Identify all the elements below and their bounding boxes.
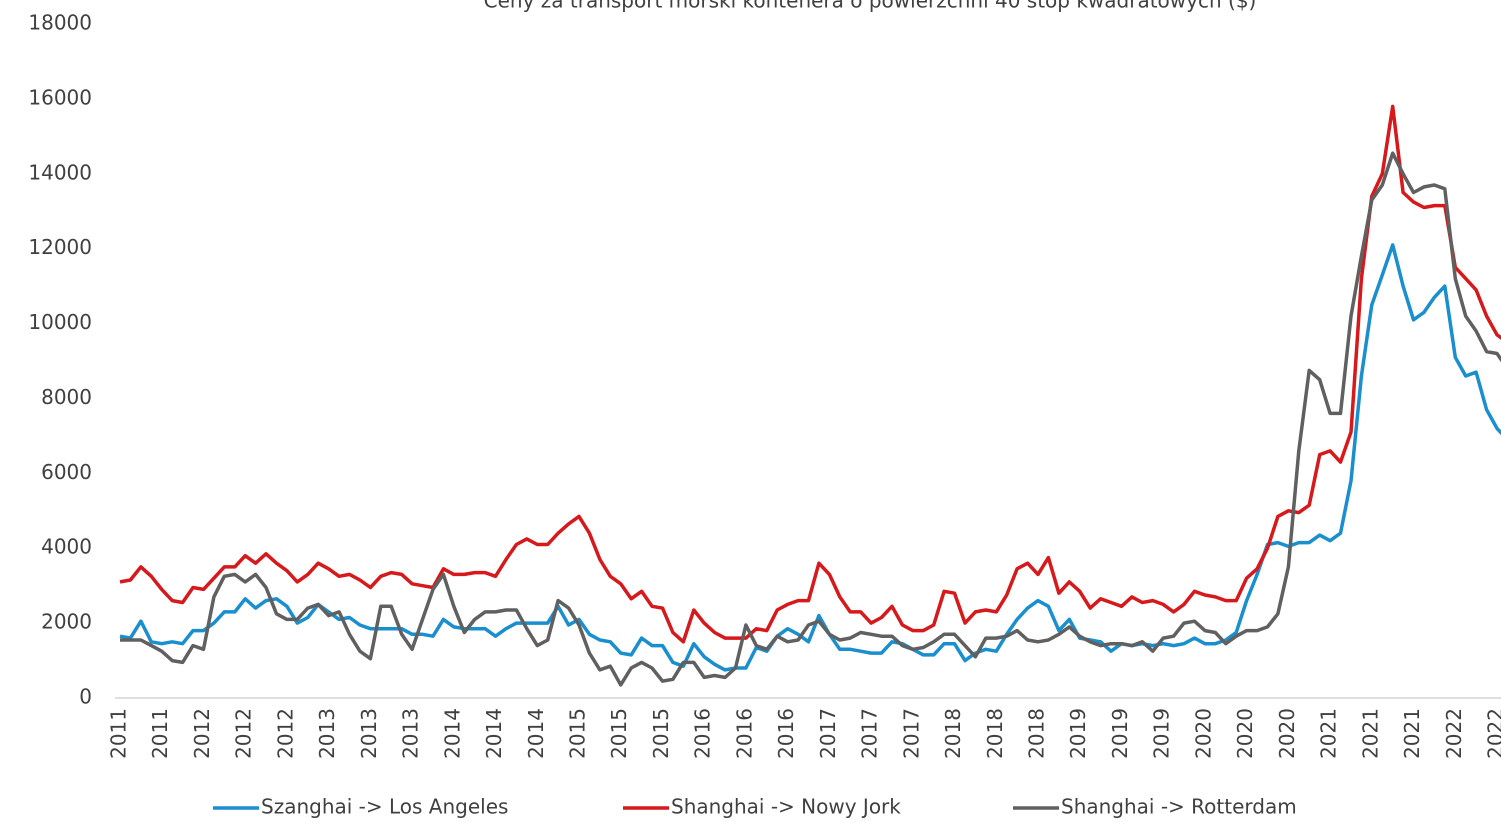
x-tick-label: 2018 <box>941 708 965 759</box>
x-tick-label: 2014 <box>524 708 548 759</box>
x-tick-label: 2018 <box>1025 708 1049 759</box>
x-tick-label: 2017 <box>858 708 882 759</box>
x-tick-label: 2016 <box>732 708 756 759</box>
series-line <box>119 243 1501 672</box>
x-tick-label: 2015 <box>566 708 590 759</box>
x-tick-label: 2016 <box>774 708 798 759</box>
chart-title: Ceny za transport morski kontenera o pow… <box>484 0 1257 13</box>
x-tick-label: 2014 <box>440 708 464 759</box>
x-tick-label: 2011 <box>148 708 172 759</box>
y-tick-label: 8000 <box>41 385 92 409</box>
y-tick-label: 10000 <box>28 310 92 334</box>
y-tick-label: 2000 <box>41 610 92 634</box>
x-tick-label: 2015 <box>649 708 673 759</box>
x-tick-label: 2016 <box>691 708 715 759</box>
x-tick-label: 2018 <box>983 708 1007 759</box>
x-tick-label: 2012 <box>232 708 256 759</box>
y-tick-label: 6000 <box>41 460 92 484</box>
x-tick-label: 2019 <box>1150 708 1174 759</box>
x-tick-label: 2021 <box>1400 708 1424 759</box>
y-tick-label: 12000 <box>28 235 92 259</box>
y-tick-label: 16000 <box>28 85 92 109</box>
x-tick-label: 2020 <box>1275 708 1299 759</box>
x-tick-label: 2017 <box>899 708 923 759</box>
x-tick-label: 2012 <box>273 708 297 759</box>
x-tick-label: 2020 <box>1233 708 1257 759</box>
x-tick-label: 2019 <box>1108 708 1132 759</box>
x-tick-label: 2021 <box>1358 708 1382 759</box>
y-tick-label: 18000 <box>28 11 92 35</box>
legend-label: Szanghai -> Los Angeles <box>261 795 508 819</box>
x-tick-label: 2014 <box>482 708 506 759</box>
x-tick-label: 2013 <box>399 708 423 759</box>
x-tick-label: 2022 <box>1442 708 1466 759</box>
series-line <box>120 151 1501 687</box>
legend-label: Shanghai -> Rotterdam <box>1061 795 1297 819</box>
y-tick-label: 0 <box>79 685 92 709</box>
x-tick-label: 2015 <box>607 708 631 759</box>
y-tick-label: 4000 <box>41 535 92 559</box>
x-tick-label: 2013 <box>315 708 339 759</box>
x-tick-label: 2017 <box>816 708 840 759</box>
x-tick-label: 2013 <box>357 708 381 759</box>
x-tick-label: 2021 <box>1317 708 1341 759</box>
x-tick-label: 2019 <box>1066 708 1090 759</box>
x-tick-label: 2011 <box>107 708 131 759</box>
y-tick-label: 14000 <box>28 160 92 184</box>
legend-label: Shanghai -> Nowy Jork <box>671 795 901 819</box>
x-tick-label: 2022 <box>1484 708 1501 759</box>
x-tick-label: 2020 <box>1191 708 1215 759</box>
x-tick-label: 2012 <box>190 708 214 759</box>
series-line <box>119 104 1501 644</box>
